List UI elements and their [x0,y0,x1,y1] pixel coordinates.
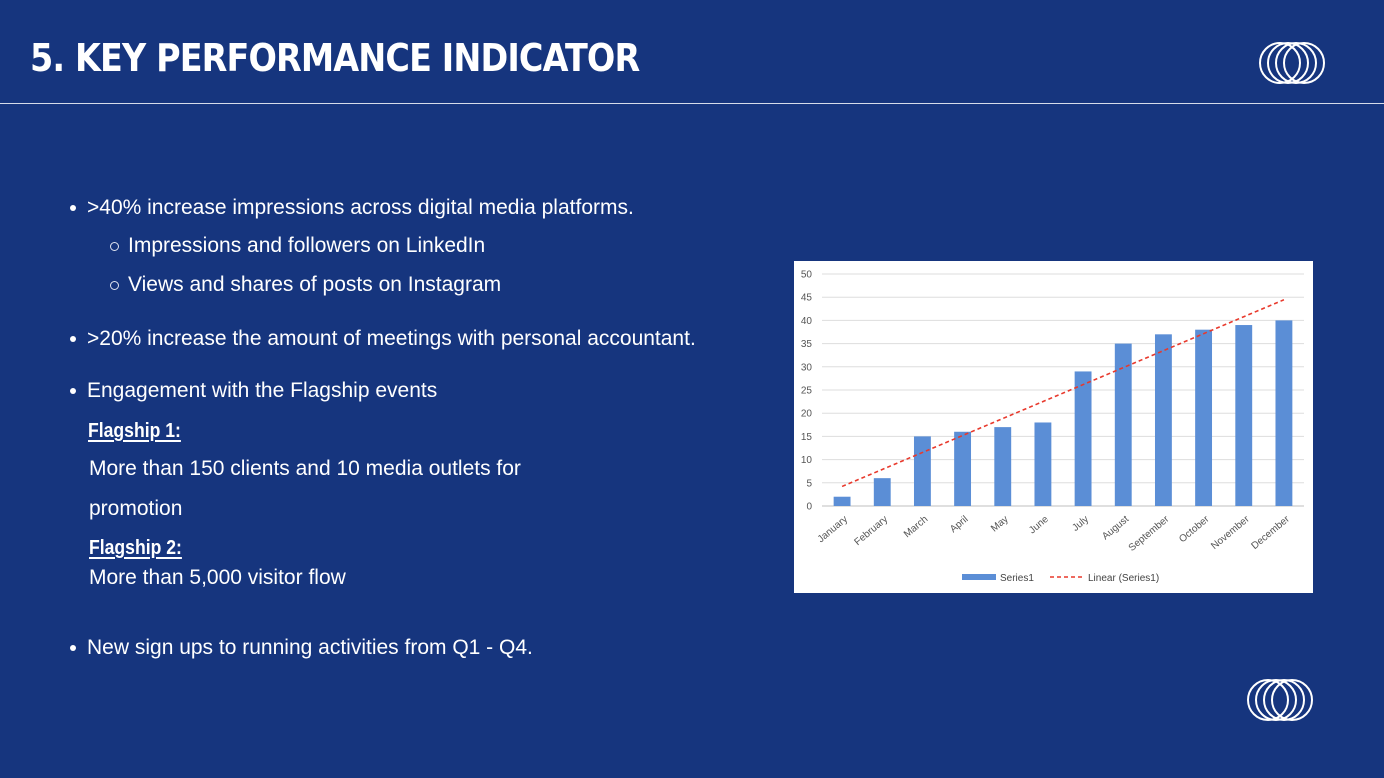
y-tick-label: 50 [801,270,813,281]
bar [1034,422,1052,506]
y-tick-label: 35 [801,339,813,350]
x-tick-label: March [902,514,930,540]
bar [833,496,851,506]
y-tick-label: 15 [801,432,813,443]
logo-rings-icon [1259,42,1325,84]
flagship1-line1: More than 150 clients and 10 media outle… [89,457,521,480]
x-tick-label: December [1249,513,1292,552]
bar [1275,320,1293,506]
bar-chart-svg: 0 5 10 15 20 25 30 35 40 45 50 January February March… [801,270,1304,584]
flagship2-line1: More than 5,000 visitor flow [89,566,346,589]
flagship1-heading: Flagship 1: [88,420,181,442]
x-tick-label: June [1027,514,1051,537]
bar [1154,334,1172,506]
flagship2-heading: Flagship 2: [89,537,182,559]
trendline [841,299,1285,488]
x-tick-label: August [1100,514,1131,543]
bar [873,478,891,506]
y-tick-label: 30 [801,362,813,373]
page-title: 5. KEY PERFORMANCE INDICATOR [30,36,640,80]
bullet-dot [70,388,76,394]
flagship1-line2: promotion [89,497,183,520]
legend-label-series1: Series1 [1000,573,1034,584]
kpi-impressions-text: >40% increase impressions across digital… [87,196,634,219]
legend-swatch-series1 [962,574,996,580]
kpi-chart: 0 5 10 15 20 25 30 35 40 45 50 January February March… [794,261,1313,593]
x-tick-label: May [989,514,1011,535]
y-tick-label: 5 [806,478,812,489]
bar [954,431,972,506]
kpi-signups-text: New sign ups to running activities from … [87,636,533,659]
kpi-linkedin-text: Impressions and followers on LinkedIn [128,234,486,257]
y-tick-label: 10 [801,455,813,466]
legend-label-trendline: Linear (Series1) [1088,573,1159,584]
bar [1195,329,1213,506]
kpi-meetings-text: >20% increase the amount of meetings wit… [87,327,696,350]
bar [994,427,1012,506]
bar [913,436,931,506]
bar [1074,371,1092,506]
bullet-dot [70,336,76,342]
bullet-dot [70,645,76,651]
y-tick-label: 45 [801,293,813,304]
x-tick-label: January [816,514,850,545]
x-tick-label: February [852,514,890,548]
sub-bullet-circle [110,242,119,251]
x-tick-label: September [1127,513,1172,553]
y-tick-label: 25 [801,386,813,397]
x-tick-label: October [1177,513,1212,545]
sub-bullet-circle [110,281,119,290]
bar [1114,343,1132,506]
y-tick-label: 0 [806,502,812,513]
title-divider [0,103,1384,104]
y-tick-label: 40 [801,316,813,327]
logo-rings-icon [1247,679,1313,721]
x-tick-label: April [948,514,970,535]
bar [1235,325,1253,506]
kpi-instagram-text: Views and shares of posts on Instagram [128,273,502,296]
kpi-flagship-text: Engagement with the Flagship events [87,379,438,402]
y-tick-label: 20 [801,409,813,420]
x-tick-label: November [1209,513,1252,552]
bullet-dot [70,205,76,211]
x-tick-label: July [1070,514,1091,534]
